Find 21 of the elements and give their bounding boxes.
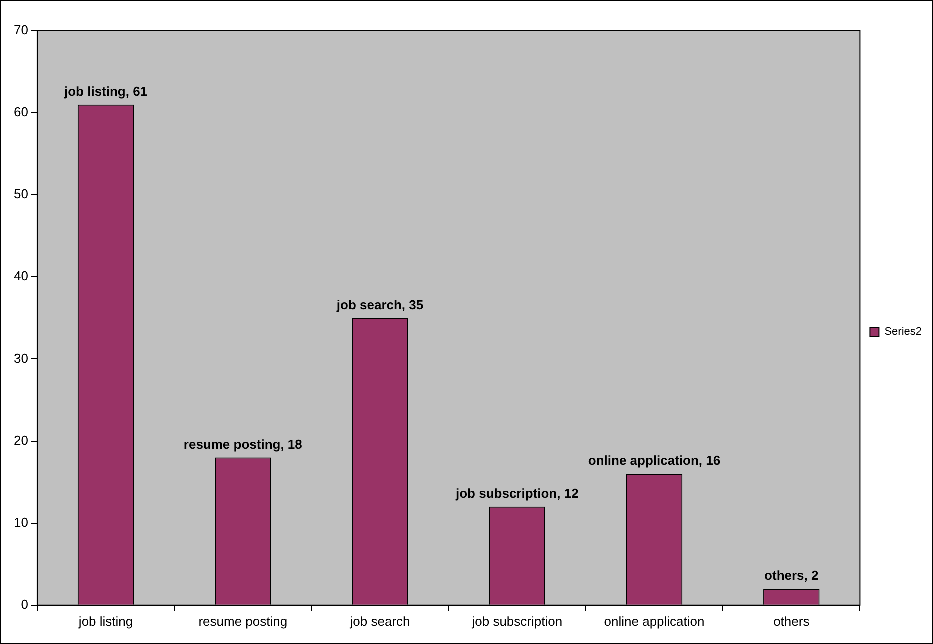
data-label: job subscription, 12: [454, 486, 579, 502]
x-tick-label: job search: [349, 614, 410, 629]
y-tick-label: 30: [14, 350, 28, 366]
legend-label: Series2: [884, 326, 922, 338]
data-label: online application, 16: [588, 453, 721, 468]
x-tick-label: job listing: [78, 614, 134, 629]
x-tick-label: resume posting: [198, 614, 288, 629]
y-tick-label: 50: [14, 186, 28, 202]
x-tick-label: online application: [604, 614, 705, 629]
y-tick-label: 60: [14, 104, 28, 120]
y-tick-label: 70: [14, 22, 28, 38]
y-tick-label: 10: [14, 514, 28, 530]
y-tick-label: 40: [14, 268, 28, 284]
data-label: resume posting, 18: [184, 436, 302, 452]
y-tick-label: 20: [14, 432, 28, 448]
x-tick-label: job subscription: [471, 614, 563, 629]
x-tick-label: others: [774, 614, 810, 629]
data-label: job listing, 61: [63, 84, 148, 99]
y-tick-label: 0: [21, 596, 28, 612]
data-label: job search, 35: [336, 297, 424, 312]
data-label: others, 2: [764, 568, 819, 584]
